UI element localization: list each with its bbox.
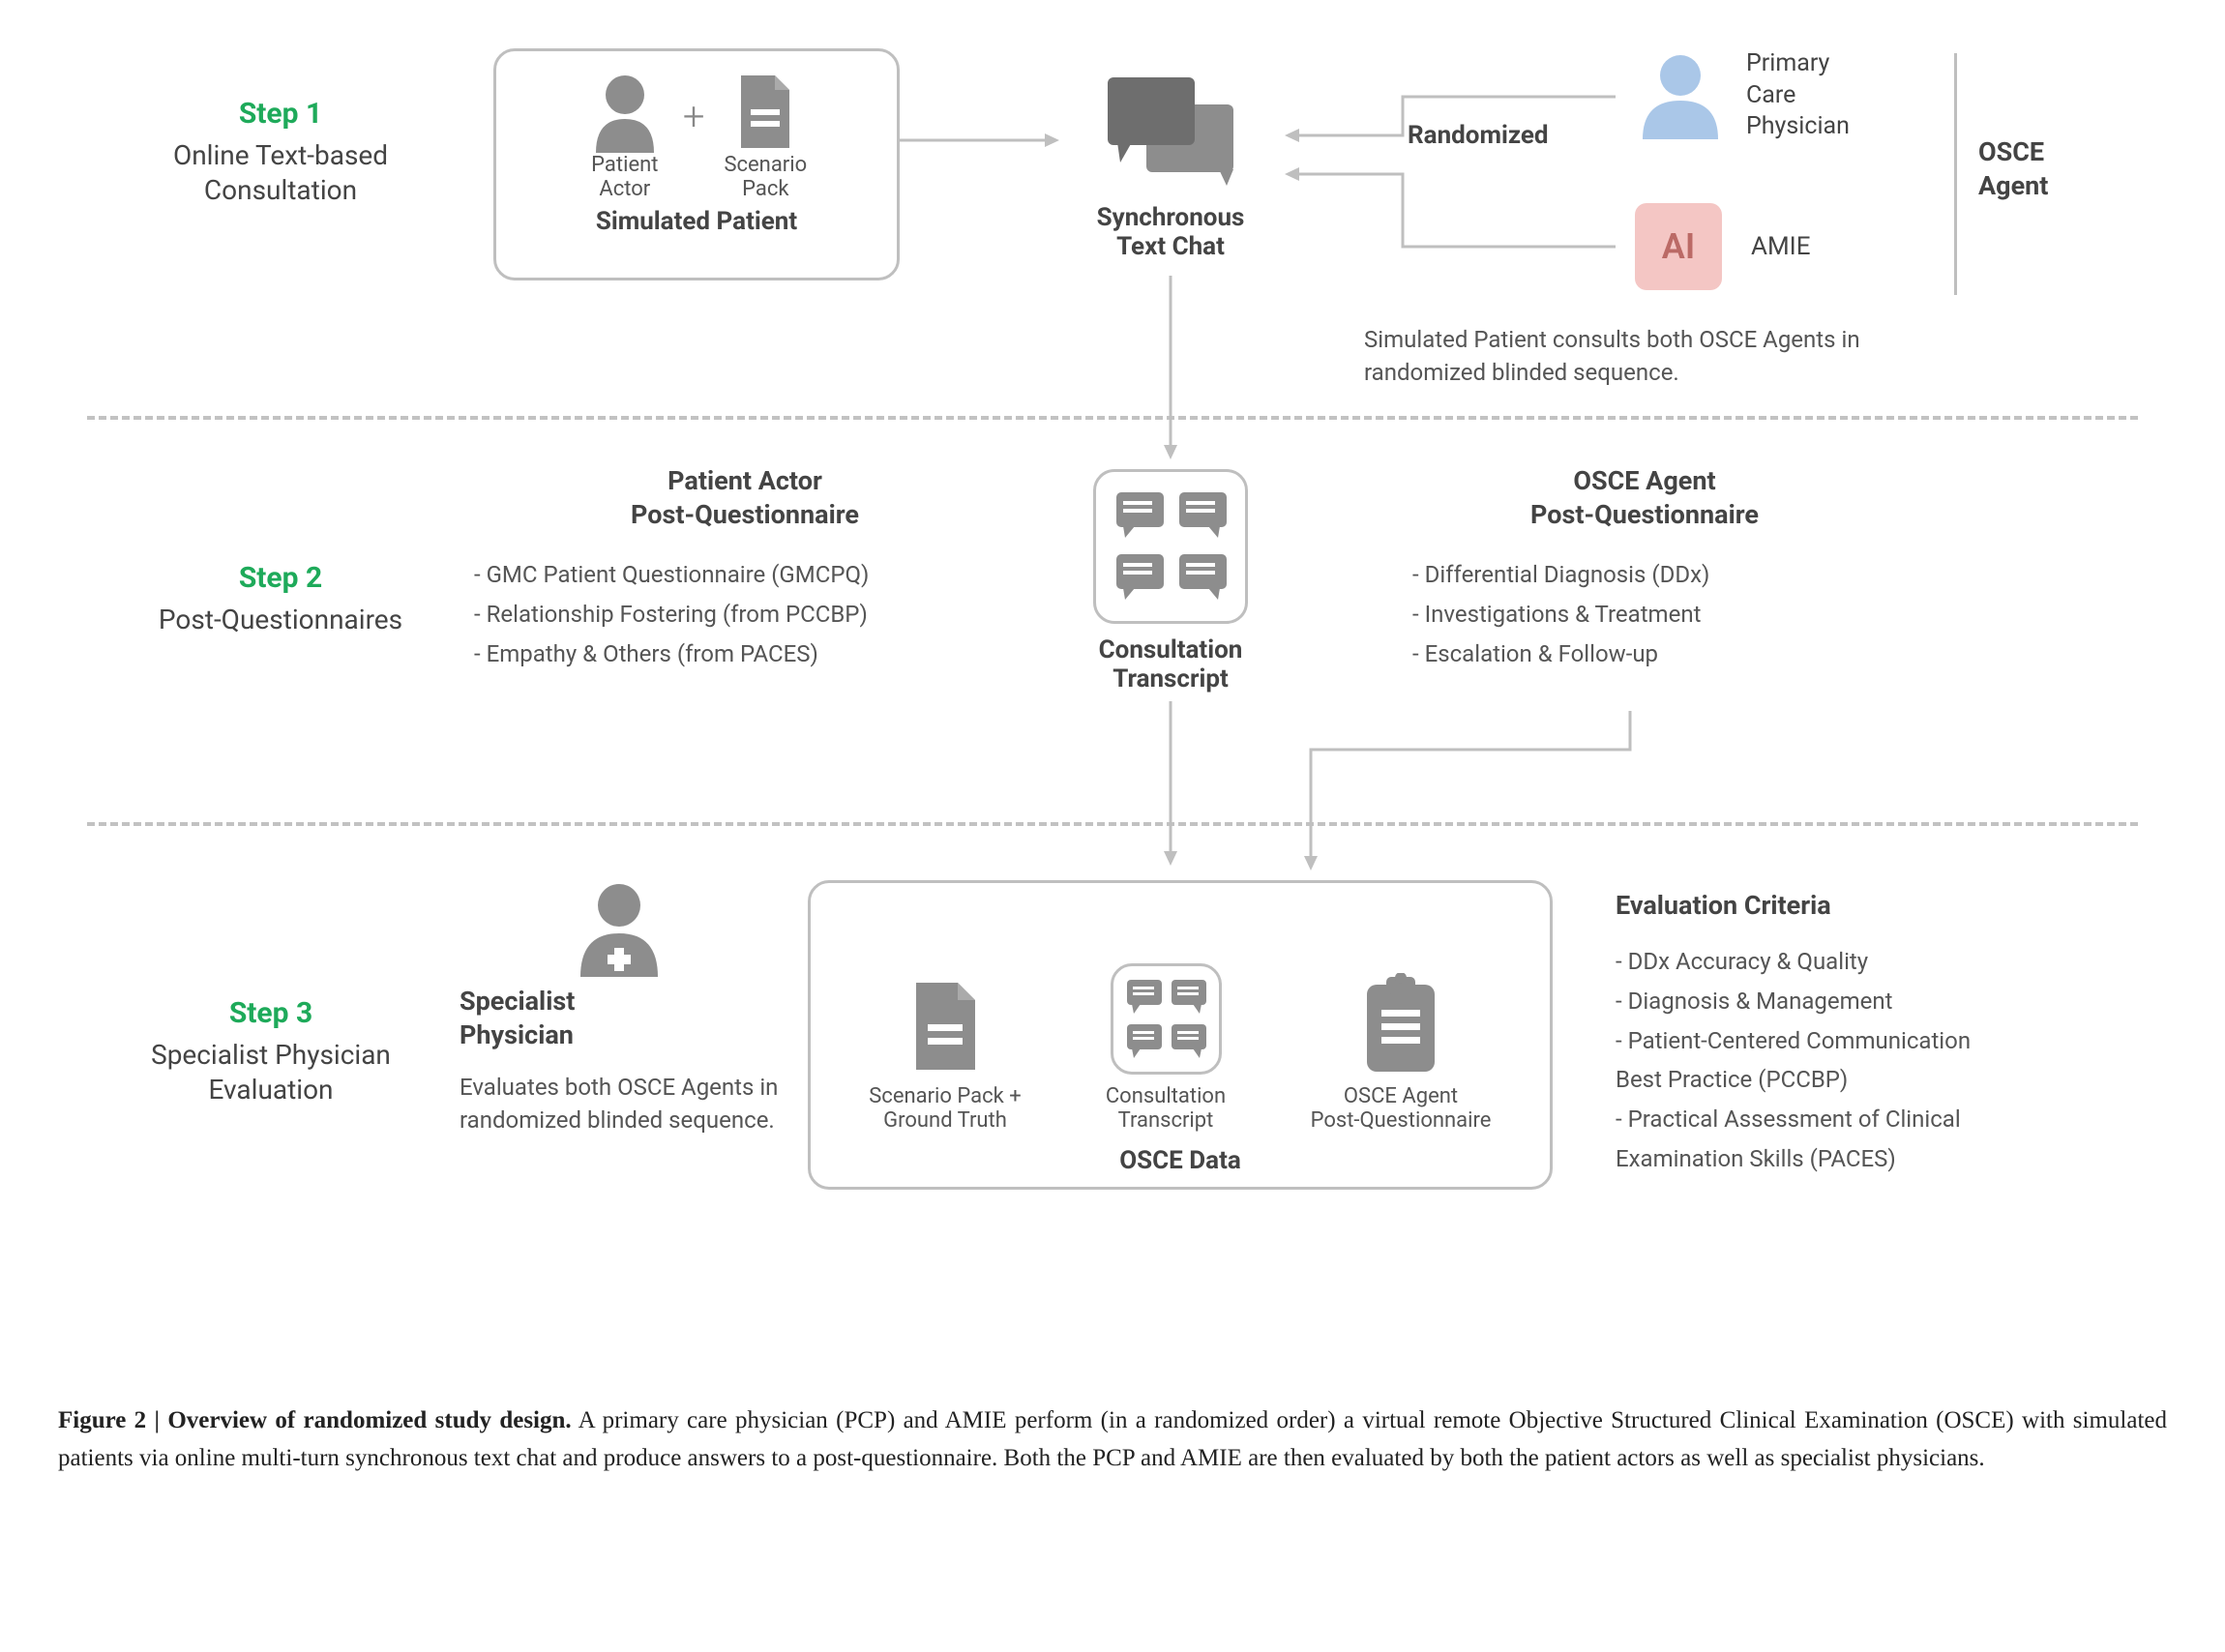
chat-label: Synchronous Text Chat xyxy=(1064,203,1277,261)
bubble-icon xyxy=(1170,978,1208,1015)
person-icon xyxy=(586,71,664,153)
amie-icon-text: AI xyxy=(1662,226,1695,267)
step2-right: OSCE Agent Post-Questionnaire - Differen… xyxy=(1412,464,1877,674)
arrows-agents-chat xyxy=(1282,77,1630,271)
arrow-pq-down xyxy=(1296,711,1645,875)
s2-l-item1: - Relationship Fostering (from PCCBP) xyxy=(474,595,1016,634)
s3-transcript-label: Consultation Transcript xyxy=(1069,1084,1262,1133)
step1-label: Step 1 Online Text-based Consultation xyxy=(126,97,435,209)
actor-label: Patient Actor xyxy=(591,153,658,201)
s2-r-item2: - Escalation & Follow-up xyxy=(1412,634,1877,674)
bubble-icon xyxy=(1113,551,1167,600)
transcript-block: Consultation Transcript xyxy=(1050,469,1291,693)
osce-agent-label: OSCE Agent xyxy=(1978,135,2048,203)
step2-right-heading: OSCE Agent Post-Questionnaire xyxy=(1412,464,1877,532)
pcp-block: Primary Care Physician xyxy=(1635,48,1850,143)
s3-pq-label: OSCE Agent Post-Questionnaire xyxy=(1290,1084,1512,1133)
specialist-block: Specialist Physician Evaluates both OSCE… xyxy=(460,880,779,1136)
pack-label: Scenario Pack xyxy=(724,153,807,201)
step2-label: Step 2 Post-Questionnaires xyxy=(126,561,435,637)
step1-num: Step 1 xyxy=(126,97,435,131)
pcp-label: Primary Care Physician xyxy=(1746,48,1850,143)
divider-2 xyxy=(87,822,2138,826)
bubble-icon xyxy=(1176,489,1230,538)
bubble-icon xyxy=(1176,551,1230,600)
step2-num: Step 2 xyxy=(126,561,435,595)
crit-2: - Patient-Centered Communication Best Pr… xyxy=(1616,1021,2138,1101)
bubble-icon xyxy=(1170,1022,1208,1059)
document-icon xyxy=(905,978,987,1075)
s2-r-item1: - Investigations & Treatment xyxy=(1412,595,1877,634)
chat-block: Synchronous Text Chat xyxy=(1064,68,1277,261)
s2-l-item0: - GMC Patient Questionnaire (GMCPQ) xyxy=(474,555,1016,595)
pcp-icon xyxy=(1635,52,1727,139)
step2-left: Patient Actor Post-Questionnaire - GMC P… xyxy=(474,464,1016,674)
s2-l-item2: - Empathy & Others (from PACES) xyxy=(474,634,1016,674)
step3-title: Specialist Physician Evaluation xyxy=(106,1038,435,1108)
divider-1 xyxy=(87,416,2138,420)
amie-icon: AI xyxy=(1635,203,1722,290)
agents-note: Simulated Patient consults both OSCE Age… xyxy=(1364,324,1964,389)
amie-block: AI AMIE xyxy=(1635,203,1811,290)
s3-pack-label: Scenario Pack + Ground Truth xyxy=(848,1084,1042,1133)
document-icon xyxy=(731,71,799,153)
study-design-diagram: Step 1 Online Text-based Consultation Pa… xyxy=(58,39,2167,1373)
osce-data-box: Scenario Pack + Ground Truth Consultatio… xyxy=(808,880,1553,1190)
arrow-transcript-down xyxy=(1156,701,1185,870)
step2-title: Post-Questionnaires xyxy=(126,603,435,637)
amie-label: AMIE xyxy=(1751,232,1811,261)
simpat-label: Simulated Patient xyxy=(596,207,797,236)
bubble-icon xyxy=(1125,978,1164,1015)
bubble-icon xyxy=(1113,489,1167,538)
simulated-patient-box: Patient Actor + Scenario Pack Simulated … xyxy=(493,48,900,280)
s2-r-item0: - Differential Diagnosis (DDx) xyxy=(1412,555,1877,595)
osce-data-label: OSCE Data xyxy=(835,1146,1526,1175)
criteria-heading: Evaluation Criteria xyxy=(1616,890,2138,921)
arrow-simpat-chat xyxy=(900,126,1064,155)
physician-icon xyxy=(571,880,668,977)
crit-0: - DDx Accuracy & Quality xyxy=(1616,942,2138,982)
crit-3: - Practical Assessment of Clinical Exami… xyxy=(1616,1100,2138,1179)
criteria-block: Evaluation Criteria - DDx Accuracy & Qua… xyxy=(1616,890,2138,1179)
step3-num: Step 3 xyxy=(106,996,435,1030)
arrow-chat-transcript xyxy=(1156,276,1185,464)
step2-left-heading: Patient Actor Post-Questionnaire xyxy=(474,464,1016,532)
figure-caption: Figure 2 | Overview of randomized study … xyxy=(58,1402,2167,1478)
plus-sign: + xyxy=(683,94,705,139)
crit-1: - Diagnosis & Management xyxy=(1616,982,2138,1021)
chat-icon xyxy=(1093,68,1248,203)
step1-title: Online Text-based Consultation xyxy=(126,138,435,209)
specialist-note: Evaluates both OSCE Agents in randomized… xyxy=(460,1072,779,1136)
clipboard-icon xyxy=(1357,973,1444,1075)
caption-lead: Figure 2 | Overview of randomized study … xyxy=(58,1407,572,1433)
osce-agent-divider xyxy=(1954,53,1957,295)
bubble-icon xyxy=(1125,1022,1164,1059)
step3-label: Step 3 Specialist Physician Evaluation xyxy=(106,996,435,1108)
specialist-label: Specialist Physician xyxy=(460,985,779,1052)
transcript-label: Consultation Transcript xyxy=(1050,635,1291,693)
